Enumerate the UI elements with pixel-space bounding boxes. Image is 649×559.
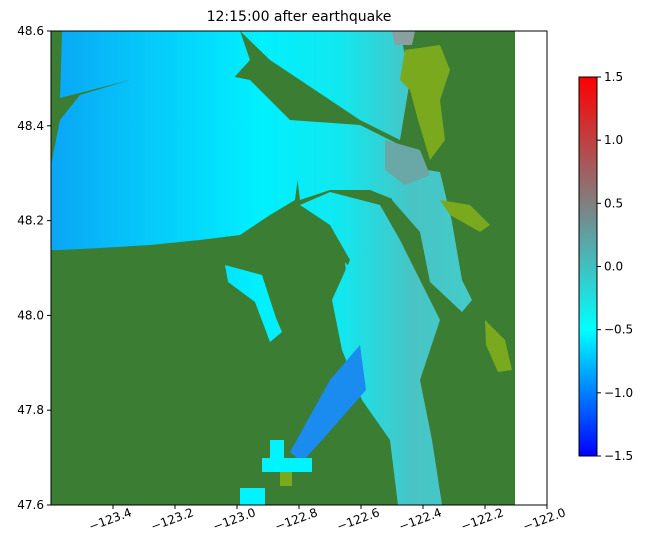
colorbar-tick-label: −1.5 [604, 449, 633, 463]
colorbar-tick-label: 1.0 [604, 133, 623, 147]
water [290, 345, 366, 462]
y-tick-label: 48.4 [17, 119, 44, 133]
colorbar-tick-label: 0.5 [604, 196, 623, 210]
map [51, 31, 547, 505]
colorbar-tick-label: −1.0 [604, 386, 633, 400]
y-tick-label: 47.8 [17, 403, 44, 417]
x-tick-label: −122.2 [459, 505, 506, 533]
colorbar-tick-label: 0.0 [604, 260, 623, 274]
x-tick-label: −123.4 [87, 505, 134, 533]
tidal-flat [280, 45, 512, 486]
colorbar [578, 76, 598, 457]
chart-title: 12:15:00 after earthquake [207, 9, 392, 25]
water [51, 31, 472, 505]
no-data [515, 31, 547, 505]
x-tick-label: −122.8 [273, 505, 320, 533]
x-tick-label: −123.0 [211, 505, 258, 533]
y-tick-label: 48.6 [17, 24, 44, 38]
y-tick-label: 48.0 [17, 308, 44, 322]
x-tick-label: −122.0 [521, 505, 568, 533]
x-tick-label: −123.2 [149, 505, 196, 533]
colorbar-tick-label: 1.5 [604, 70, 623, 84]
water [392, 31, 415, 45]
y-tick-label: 48.2 [17, 214, 44, 228]
colorbar-tick-label: −0.5 [604, 323, 633, 337]
y-tick-label: 47.6 [17, 498, 44, 512]
water [385, 140, 430, 185]
x-tick-label: −122.4 [397, 505, 444, 533]
water [240, 440, 312, 505]
x-tick-label: −122.6 [335, 505, 382, 533]
